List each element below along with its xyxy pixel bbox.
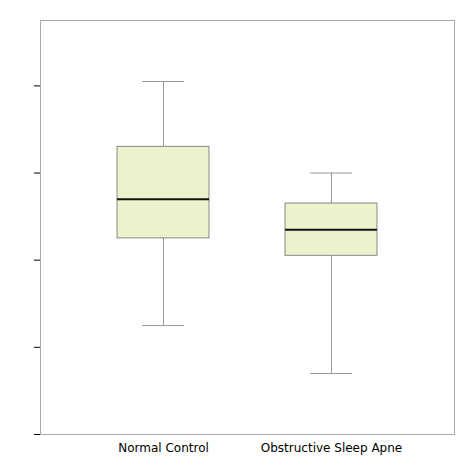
- svg-text:Normal Control: Normal Control: [118, 441, 209, 455]
- svg-text:Obstructive Sleep Apne: Obstructive Sleep Apne: [261, 441, 402, 455]
